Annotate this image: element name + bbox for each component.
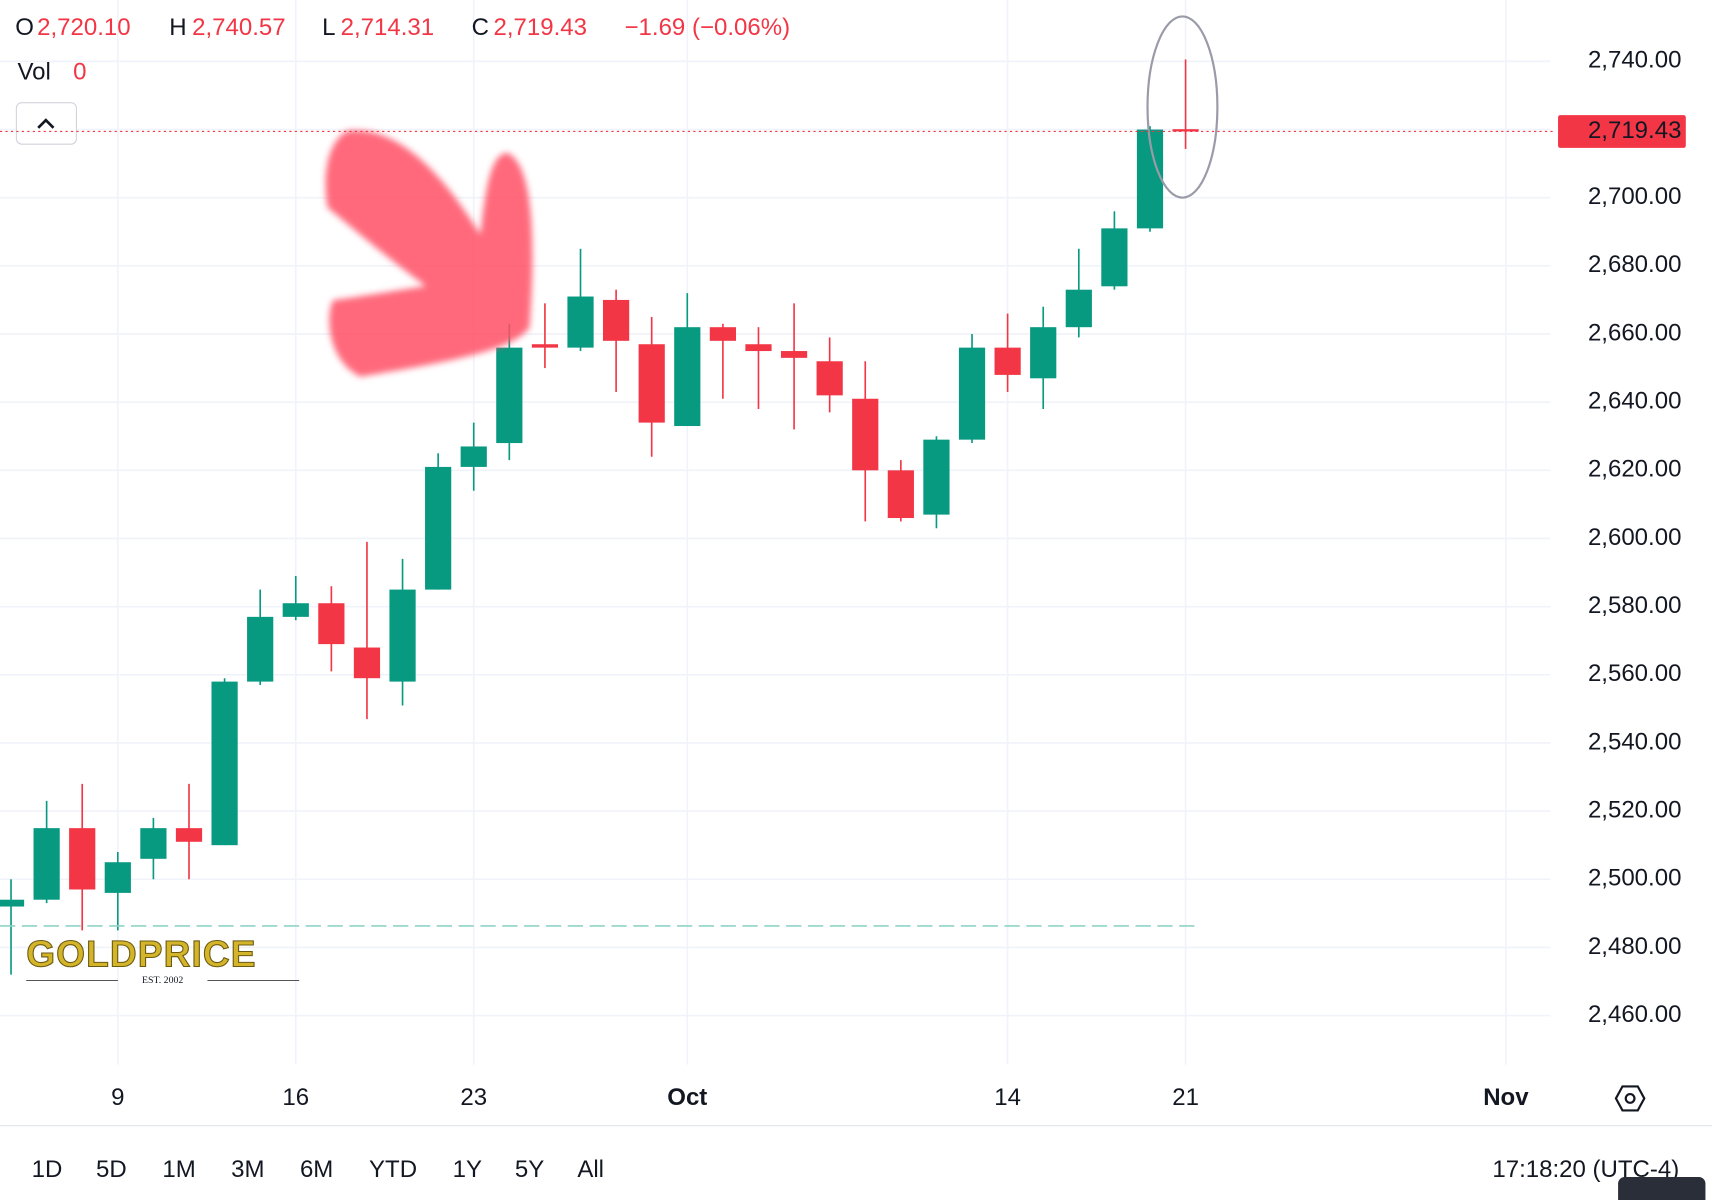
range-button[interactable]: 1D xyxy=(32,1156,63,1183)
candle-body xyxy=(745,344,772,352)
x-tick-label: Oct xyxy=(667,1084,707,1111)
x-tick-label: 14 xyxy=(994,1084,1021,1111)
range-button[interactable]: 5D xyxy=(96,1156,127,1183)
candle-body xyxy=(816,361,843,396)
logo-name: GOLDPRICE xyxy=(26,932,256,974)
low-label: L xyxy=(322,14,335,41)
candle-body xyxy=(923,439,950,515)
hand-drawn-arrow xyxy=(325,130,533,377)
y-tick-label: 2,700.00 xyxy=(1588,183,1681,210)
volume-value: 0 xyxy=(73,59,86,86)
last-price-label: 2,719.43 xyxy=(1588,117,1681,144)
y-tick-label: 2,560.00 xyxy=(1588,660,1681,687)
candle-body xyxy=(496,347,523,444)
range-button[interactable]: 1Y xyxy=(453,1156,482,1183)
close-value: 2,719.43 xyxy=(494,14,587,41)
candle-body xyxy=(852,398,879,471)
y-tick-label: 2,540.00 xyxy=(1588,728,1681,755)
candle-body xyxy=(247,616,274,682)
candle-body xyxy=(531,344,559,348)
candle-body xyxy=(460,446,487,467)
high-label: H xyxy=(169,14,186,41)
x-tick-label: 16 xyxy=(282,1084,309,1111)
volume-label: Vol xyxy=(17,59,50,86)
candle-body xyxy=(1101,228,1128,287)
range-button[interactable]: All xyxy=(577,1156,604,1183)
candle-body xyxy=(709,327,736,341)
range-button[interactable]: 5Y xyxy=(515,1156,544,1183)
candle-body xyxy=(887,470,914,519)
y-tick-label: 2,520.00 xyxy=(1588,796,1681,823)
range-button[interactable]: 3M xyxy=(231,1156,264,1183)
candle-body xyxy=(994,347,1021,375)
y-tick-label: 2,680.00 xyxy=(1588,251,1681,278)
range-button[interactable]: 6M xyxy=(300,1156,333,1183)
settings-button[interactable] xyxy=(1614,1085,1646,1112)
range-button[interactable]: YTD xyxy=(369,1156,417,1183)
candle-body xyxy=(1030,327,1057,379)
candle-body xyxy=(282,603,309,617)
candle-body xyxy=(104,862,131,893)
y-tick-label: 2,660.00 xyxy=(1588,319,1681,346)
settings-icon[interactable] xyxy=(1624,1092,1636,1104)
x-tick-label: 9 xyxy=(111,1084,124,1111)
candle-body xyxy=(318,603,345,645)
candle-body xyxy=(69,828,96,890)
candle-body xyxy=(211,681,238,846)
high-value: 2,740.57 xyxy=(192,14,285,41)
candle-body xyxy=(33,828,60,900)
x-tick-label: 23 xyxy=(460,1084,487,1111)
y-tick-label: 2,480.00 xyxy=(1588,933,1681,960)
y-tick-label: 2,620.00 xyxy=(1588,456,1681,483)
candle-body xyxy=(780,351,808,358)
candle-body xyxy=(567,296,594,348)
open-label: O xyxy=(15,14,34,41)
settings-icon[interactable] xyxy=(1614,1085,1646,1112)
candle-body xyxy=(425,466,452,590)
x-tick-label: 21 xyxy=(1172,1084,1199,1111)
grid xyxy=(0,0,1551,1065)
corner-widget xyxy=(1618,1177,1706,1200)
collapse-button[interactable] xyxy=(15,102,77,145)
candle-body xyxy=(674,327,701,427)
low-value: 2,714.31 xyxy=(341,14,434,41)
close-label: C xyxy=(472,14,489,41)
candle-body xyxy=(389,589,416,682)
candle-body xyxy=(603,299,630,341)
candle-body xyxy=(1172,129,1199,132)
y-tick-label: 2,600.00 xyxy=(1588,524,1681,551)
collapse-icon[interactable] xyxy=(37,118,55,129)
range-buttons: 1D 5D 1M 3M 6M YTD 1Y 5Y All xyxy=(32,1156,604,1183)
y-tick-label: 2,740.00 xyxy=(1588,47,1681,74)
candles xyxy=(0,59,1199,975)
y-tick-label: 2,460.00 xyxy=(1588,1001,1681,1028)
candle-body xyxy=(175,828,203,842)
change-value: −1.69 (−0.06%) xyxy=(625,14,791,41)
x-tick-label: Nov xyxy=(1483,1084,1529,1111)
open-value: 2,720.10 xyxy=(37,14,130,41)
candle-body xyxy=(353,647,381,679)
range-button[interactable]: 1M xyxy=(162,1156,195,1183)
candle-body xyxy=(1065,289,1092,328)
logo-tagline: EST. 2002 xyxy=(142,975,183,986)
y-tick-label: 2,580.00 xyxy=(1588,592,1681,619)
y-tick-label: 2,640.00 xyxy=(1588,388,1681,415)
candle-body xyxy=(0,899,25,907)
candle-body xyxy=(638,344,665,423)
candle-body xyxy=(958,347,986,440)
candle-body xyxy=(140,828,167,859)
y-tick-label: 2,500.00 xyxy=(1588,865,1681,892)
last-price-tag xyxy=(1558,115,1686,148)
highlight-ellipse xyxy=(1146,15,1219,199)
collapse-button-frame[interactable] xyxy=(15,102,77,145)
